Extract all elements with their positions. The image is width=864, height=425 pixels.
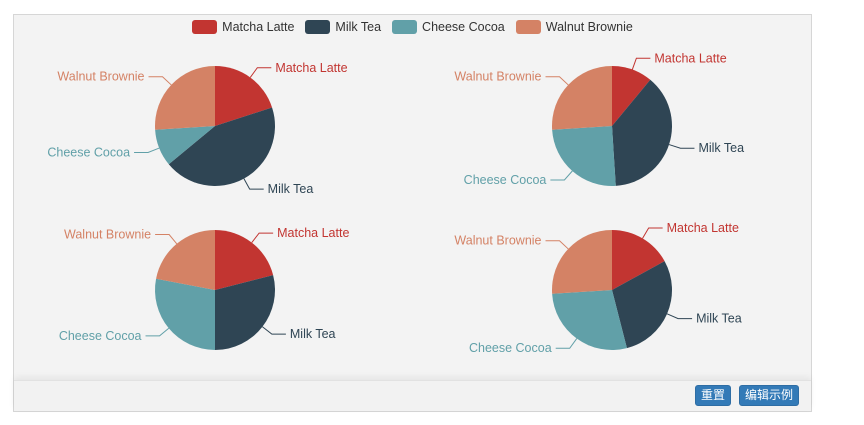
label-line-cheese-cocoa [145,327,170,337]
slice-label-matcha-latte: Matcha Latte [654,51,726,65]
slice-label-matcha-latte: Matcha Latte [275,61,347,75]
legend-swatch [392,20,418,34]
pie-slice-milk-tea[interactable] [612,79,673,186]
legend-swatch [305,20,331,34]
pie-slice-walnut-brownie[interactable] [156,230,215,290]
label-line-walnut-brownie [545,76,569,86]
label-line-matcha-latte [631,57,651,70]
slice-label-milk-tea: Milk Tea [698,141,744,155]
slice-label-milk-tea: Milk Tea [696,312,742,326]
label-line-walnut-brownie [148,76,172,86]
slice-label-cheese-cocoa: Cheese Cocoa [469,341,552,355]
slice-label-cheese-cocoa: Cheese Cocoa [47,146,130,160]
label-line-walnut-brownie [155,234,178,245]
pie-slice-milk-tea[interactable] [215,275,275,350]
pie-slice-walnut-brownie[interactable] [552,66,612,130]
label-line-matcha-latte [642,227,663,239]
pie-slice-milk-tea[interactable] [168,107,275,187]
slice-label-milk-tea: Milk Tea [290,327,336,341]
label-line-cheese-cocoa [134,147,160,154]
slice-label-matcha-latte: Matcha Latte [667,221,739,235]
legend-item-milk-tea[interactable]: Milk Tea [305,20,381,34]
pie-slice-cheese-cocoa[interactable] [552,126,616,186]
slice-label-matcha-latte: Matcha Latte [277,226,349,240]
pie-slice-walnut-brownie[interactable] [155,66,215,130]
slice-label-cheese-cocoa: Cheese Cocoa [464,173,547,187]
label-line-milk-tea [666,313,693,320]
pie-slice-cheese-cocoa[interactable] [154,278,215,351]
pie-charts-canvas: Matcha Latte Milk Tea Cheese Cocoa Walnut B… [47,51,744,355]
label-line-walnut-brownie [545,240,569,250]
pie-slice-cheese-cocoa[interactable] [552,290,627,350]
pie-slice-matcha-latte[interactable] [612,66,651,126]
legend-label: Cheese Cocoa [422,20,505,34]
pie-slice-walnut-brownie[interactable] [552,230,612,294]
label-line-cheese-cocoa [550,170,573,181]
reset-button[interactable]: 重置 [695,385,732,406]
legend-swatch [192,20,218,34]
slice-label-milk-tea: Milk Tea [268,182,314,196]
label-line-milk-tea [243,178,264,190]
slice-label-walnut-brownie: Walnut Brownie [64,228,151,242]
legend-item-walnut-brownie[interactable]: Walnut Brownie [515,20,633,34]
pie-chart-3: Matcha Latte Milk Tea Cheese Cocoa Walnut B… [59,226,349,351]
legend-swatch [515,20,541,34]
chart-toolbar: 重置 编辑示例 [14,380,811,411]
pie-slice-matcha-latte[interactable] [612,230,665,290]
label-line-milk-tea [262,326,286,335]
legend-item-cheese-cocoa[interactable]: Cheese Cocoa [392,20,505,34]
legend-label: Matcha Latte [222,20,295,34]
legend-label: Walnut Brownie [545,20,633,34]
pie-chart-2: Matcha Latte Milk Tea Cheese Cocoa Walnut B… [454,51,744,187]
label-line-matcha-latte [251,232,274,243]
slice-label-walnut-brownie: Walnut Brownie [454,234,541,248]
pie-slice-cheese-cocoa[interactable] [155,126,215,165]
legend-label: Milk Tea [335,20,382,34]
pie-slice-matcha-latte[interactable] [215,230,274,290]
label-line-cheese-cocoa [555,338,578,349]
legend-item-matcha-latte[interactable]: Matcha Latte [192,20,294,34]
label-line-matcha-latte [249,67,272,78]
chart-legend: Matcha Latte Milk Tea Cheese Cocoa Walnu… [14,20,811,34]
pie-slice-milk-tea[interactable] [612,261,672,349]
edit-example-button[interactable]: 编辑示例 [739,385,800,406]
pie-chart-1: Matcha Latte Milk Tea Cheese Cocoa Walnut B… [47,61,347,196]
slice-label-cheese-cocoa: Cheese Cocoa [59,329,142,343]
slice-label-walnut-brownie: Walnut Brownie [454,70,541,84]
pie-slice-matcha-latte[interactable] [215,66,273,126]
slice-label-walnut-brownie: Walnut Brownie [57,70,144,84]
chart-panel: Matcha Latte Milk Tea Cheese Cocoa Walnu… [13,14,812,412]
pie-chart-4: Matcha Latte Milk Tea Cheese Cocoa Walnut B… [454,221,741,355]
label-line-milk-tea [668,144,695,149]
